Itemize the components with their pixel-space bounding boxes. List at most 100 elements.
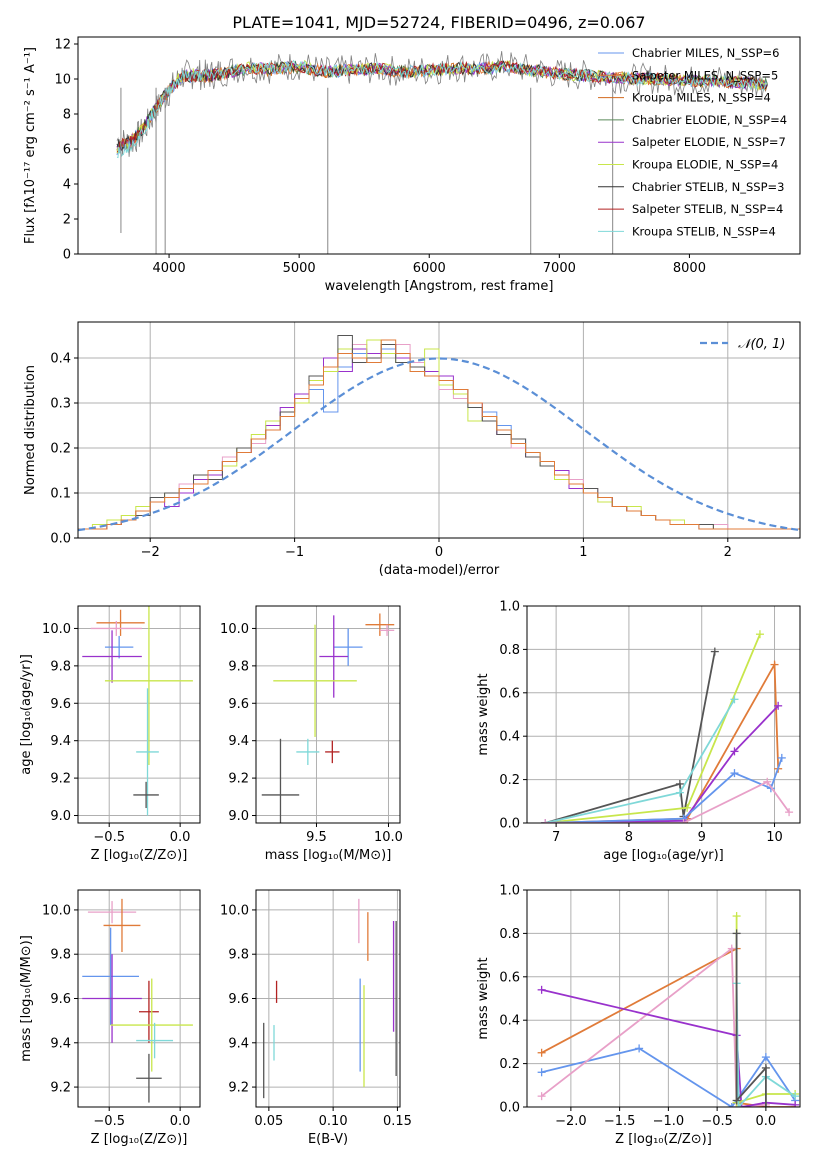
panel-5: −0.5 0.0 9.2 9.4 9.6 9.8 10.0 Z [log₁₀(Z/Z⊙)] ma… bbox=[19, 889, 201, 1147]
errorbar-point-6 bbox=[261, 738, 300, 823]
plot-area bbox=[261, 613, 395, 823]
y-axis-label: age [log₁₀(age/yr)] bbox=[19, 654, 34, 775]
errorbar-point-3 bbox=[82, 954, 142, 1043]
x-tick-label: −2 bbox=[141, 545, 160, 560]
x-tick-label: −1.5 bbox=[604, 1114, 636, 1129]
x-axis-label: Z [log₁₀(Z/Z⊙)] bbox=[91, 848, 188, 863]
x-axis-label: wavelength [Angstrom, rest frame] bbox=[325, 279, 554, 294]
plus-marker bbox=[774, 701, 783, 710]
plus-marker bbox=[732, 912, 741, 921]
y-tick-label: 12 bbox=[54, 38, 71, 53]
y-tick-label: 0.2 bbox=[499, 1057, 520, 1072]
panel-1: −2 −1 0 1 2 0.0 0.1 0.2 0.3 0.4 (data-model)/error… bbox=[23, 321, 801, 578]
x-axis-label: E(B-V) bbox=[308, 1132, 348, 1147]
x-tick-label: −2.0 bbox=[555, 1114, 587, 1129]
y-tick-label: 0.8 bbox=[499, 927, 520, 942]
errorbar-point-0 bbox=[365, 613, 395, 636]
y-tick-label: 10.0 bbox=[220, 622, 249, 637]
x-tick-label: −0.5 bbox=[701, 1114, 733, 1129]
weight-line-0 bbox=[541, 1047, 796, 1107]
errorbar-point-1 bbox=[379, 624, 395, 636]
errorbar-point-2 bbox=[82, 927, 139, 1026]
y-tick-label: 0.4 bbox=[50, 352, 71, 367]
errorbar-point-7 bbox=[136, 1053, 162, 1103]
x-tick-label: 5000 bbox=[283, 261, 316, 276]
y-tick-label: 9.6 bbox=[50, 992, 71, 1007]
x-tick-label: 0.0 bbox=[170, 1114, 191, 1129]
x-tick-label: 6000 bbox=[413, 261, 446, 276]
y-axis-label: Flux [fλ10⁻¹⁷ erg cm⁻² s⁻¹ A⁻¹] bbox=[23, 47, 38, 244]
grid-lines bbox=[78, 606, 200, 823]
plus-marker bbox=[763, 777, 772, 786]
axes-frame bbox=[77, 605, 201, 824]
plus-marker bbox=[732, 1096, 741, 1105]
x-tick-label: 0.05 bbox=[254, 1114, 283, 1129]
plus-marker bbox=[730, 695, 739, 704]
y-tick-label: 0.0 bbox=[50, 532, 71, 547]
y-tick-label: 9.2 bbox=[50, 772, 71, 787]
errorbar-point-0 bbox=[87, 901, 137, 924]
y-tick-label: 9.8 bbox=[228, 659, 249, 674]
y-tick-label: 1.0 bbox=[499, 600, 520, 615]
plus-marker bbox=[777, 753, 786, 762]
y-tick-label: 1.0 bbox=[499, 884, 520, 899]
histogram-5 bbox=[78, 339, 800, 530]
plus-marker bbox=[734, 1103, 743, 1107]
axes-frame bbox=[255, 889, 401, 1108]
x-tick-label: −0.5 bbox=[93, 830, 125, 845]
axes-frame bbox=[526, 605, 801, 824]
legend-label: Kroupa MILES, N_SSP=4 bbox=[632, 91, 771, 105]
plot-area bbox=[82, 606, 193, 816]
errorbar-point-5 bbox=[136, 688, 159, 816]
y-tick-label: 10.0 bbox=[42, 903, 71, 918]
weight-line-3 bbox=[545, 661, 780, 823]
axes-frame bbox=[255, 605, 401, 824]
grid-lines bbox=[256, 890, 400, 1107]
grid-lines bbox=[256, 606, 400, 823]
y-axis-label: mass weight bbox=[476, 957, 491, 1039]
errorbar-point-4 bbox=[139, 980, 159, 1043]
y-tick-label: 0.0 bbox=[499, 817, 520, 832]
errorbar-point-2 bbox=[333, 628, 363, 666]
x-tick-label: 9 bbox=[698, 830, 706, 845]
y-axis-label: mass weight bbox=[476, 673, 491, 755]
weight-line-6 bbox=[545, 780, 790, 823]
y-tick-label: 2 bbox=[63, 213, 71, 228]
y-tick-label: 9.6 bbox=[50, 697, 71, 712]
normal-curve bbox=[78, 357, 800, 532]
legend-label: 𝒩(0, 1) bbox=[738, 337, 785, 352]
spectrum-line-9 bbox=[116, 59, 768, 159]
plot-area bbox=[82, 898, 193, 1103]
x-tick-label: 7 bbox=[552, 830, 560, 845]
errorbar-point-6 bbox=[133, 781, 159, 809]
errorbar-point-4 bbox=[104, 606, 193, 766]
errorbar-point-4 bbox=[273, 624, 357, 737]
errorbar-point-3 bbox=[82, 630, 142, 683]
plus-marker bbox=[541, 819, 550, 823]
legend-label: Salpeter MILES, N_SSP=5 bbox=[632, 68, 778, 82]
plus-marker bbox=[761, 1103, 770, 1107]
y-tick-label: 9.4 bbox=[50, 734, 71, 749]
y-tick-label: 9.4 bbox=[228, 734, 249, 749]
y-tick-label: 10.0 bbox=[220, 903, 249, 918]
x-axis-label: age [log₁₀(age/yr)] bbox=[603, 848, 724, 863]
plus-marker bbox=[732, 929, 741, 938]
y-tick-label: 0.6 bbox=[499, 686, 520, 701]
errorbar-point-1 bbox=[90, 620, 142, 636]
legend-label: Chabrier ELODIE, N_SSP=4 bbox=[632, 113, 787, 127]
y-tick-label: 9.4 bbox=[50, 1036, 71, 1051]
plot-area bbox=[116, 51, 768, 254]
y-tick-label: 4 bbox=[63, 178, 71, 193]
plot-area bbox=[263, 898, 397, 1099]
x-tick-label: −1 bbox=[285, 545, 304, 560]
y-axis-label: mass [log₁₀(M/M⊙)] bbox=[19, 935, 34, 1062]
x-tick-label: −1.0 bbox=[653, 1114, 685, 1129]
legend-label: Salpeter ELODIE, N_SSP=7 bbox=[632, 135, 786, 149]
y-tick-label: 9.8 bbox=[228, 948, 249, 963]
panel-7: −2.0 −1.5 −1.0 −0.5 0.0 0.0 0.2 0.4 0.6 0.8 1.0 Z [… bbox=[476, 884, 801, 1147]
y-tick-label: 9.8 bbox=[50, 948, 71, 963]
x-tick-label: 10.0 bbox=[374, 830, 403, 845]
plus-marker bbox=[683, 803, 692, 812]
plus-marker bbox=[770, 660, 779, 669]
